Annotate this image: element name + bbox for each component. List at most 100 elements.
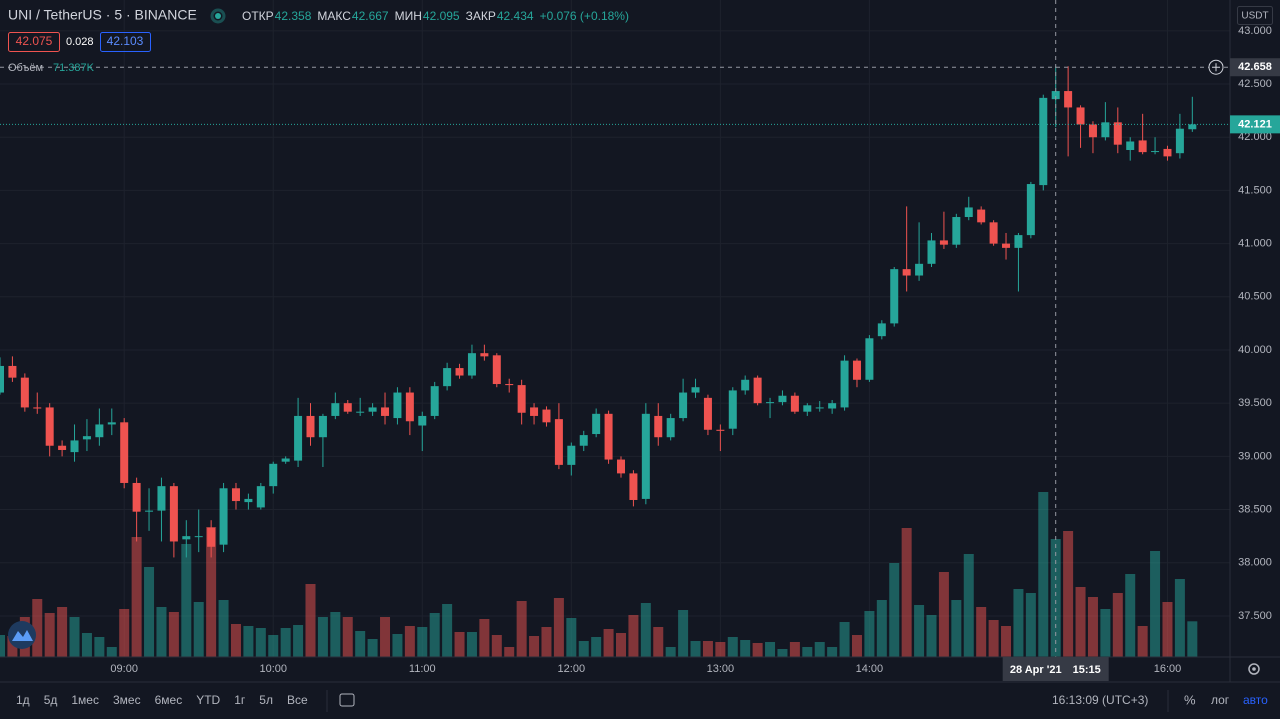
- candle-body: [778, 395, 787, 403]
- volume-bar: [144, 567, 155, 657]
- y-tick-label: 42.500: [1238, 78, 1272, 90]
- candle-body: [766, 402, 775, 404]
- volume-bar: [1075, 587, 1086, 657]
- log-toggle[interactable]: лог: [1211, 693, 1230, 707]
- candle-body: [902, 269, 911, 276]
- range-button[interactable]: 5д: [44, 693, 58, 707]
- candle-body: [803, 405, 812, 412]
- candle-body: [95, 424, 104, 438]
- candle-body: [579, 435, 588, 446]
- volume-bar: [330, 612, 341, 657]
- percent-toggle[interactable]: %: [1184, 692, 1196, 707]
- volume-bar: [628, 615, 639, 657]
- x-tick-label: 14:00: [856, 663, 884, 675]
- range-button[interactable]: 6мес: [155, 693, 183, 707]
- x-tick-label: 13:00: [707, 663, 735, 675]
- volume-bar: [1112, 593, 1123, 657]
- candle-body: [790, 395, 799, 412]
- volume-bar: [541, 627, 552, 657]
- candle-body: [1051, 91, 1060, 100]
- volume-bar: [1050, 539, 1061, 657]
- candle-body: [343, 403, 352, 412]
- candle-body: [654, 415, 663, 438]
- candle-body: [1175, 128, 1184, 154]
- y-tick-label: 39.000: [1238, 450, 1272, 462]
- volume-bar: [827, 647, 838, 657]
- candle-body: [852, 360, 861, 380]
- bid: 42.075: [16, 34, 53, 48]
- volume-bar: [305, 584, 316, 657]
- volume-bar: [131, 537, 142, 657]
- volume-bar: [106, 647, 117, 657]
- volume-bar: [640, 603, 651, 657]
- candle-body: [169, 486, 178, 542]
- candle-body: [381, 407, 390, 416]
- ask-box[interactable]: [100, 32, 151, 52]
- volume-bar: [255, 628, 266, 657]
- candle-body: [915, 263, 924, 276]
- volume-bar: [429, 613, 440, 657]
- volume-bar: [268, 635, 279, 657]
- status-dot-core: [215, 13, 221, 19]
- candle-body: [629, 473, 638, 500]
- range-button[interactable]: Все: [287, 693, 308, 707]
- range-button[interactable]: 1мес: [71, 693, 99, 707]
- ohlc-value: 42.095: [423, 9, 460, 23]
- compare-icon[interactable]: [339, 693, 355, 707]
- volume-bar: [0, 635, 5, 657]
- volume-bar: [876, 600, 887, 657]
- volume-bar: [702, 641, 713, 657]
- last-price-box: [1230, 115, 1280, 134]
- volume-bar: [1137, 626, 1148, 657]
- volume-bar: [7, 636, 18, 657]
- y-tick-label: 41.500: [1238, 184, 1272, 196]
- volume-bar: [578, 641, 589, 657]
- candle-body: [1076, 107, 1085, 125]
- volume-bar: [442, 604, 453, 657]
- volume-bar: [752, 643, 763, 657]
- range-button[interactable]: 5л: [259, 693, 273, 707]
- volume-bar: [988, 620, 999, 657]
- candle-body: [977, 209, 986, 223]
- range-button[interactable]: 1г: [234, 693, 246, 707]
- auto-toggle[interactable]: авто: [1243, 693, 1268, 707]
- overlays: [0, 0, 1230, 657]
- volume-bar: [1150, 551, 1161, 657]
- volume-bar: [280, 628, 291, 657]
- settings-icon[interactable]: [1248, 663, 1260, 675]
- symbol-title[interactable]: UNI / TetherUS · 5 · BINANCE: [8, 7, 197, 23]
- volume-bar: [1162, 602, 1173, 657]
- candle-body: [182, 536, 191, 540]
- volume-bar: [94, 637, 105, 657]
- candle-body: [430, 386, 439, 416]
- candle-body: [1113, 122, 1122, 145]
- candle-body: [890, 269, 899, 324]
- ohlc-value: 42.434: [497, 9, 534, 23]
- candle-body: [505, 384, 514, 386]
- range-button[interactable]: 1д: [16, 693, 30, 707]
- ohlc-legend: ОТКР 42.358 МАКС 42.667 МИН 42.095 ЗАКР 42.434: [242, 9, 534, 23]
- range-button[interactable]: YTD: [196, 693, 220, 707]
- volume-bar: [168, 612, 179, 657]
- logo[interactable]: [8, 621, 36, 649]
- volume-bar: [963, 554, 974, 657]
- volume-bar: [32, 599, 43, 657]
- volume-bar: [206, 527, 217, 657]
- volume-bar: [926, 615, 937, 657]
- volume-bar: [1025, 593, 1036, 657]
- candle-body: [877, 323, 886, 337]
- candle-body: [157, 486, 166, 511]
- volume-bar: [193, 602, 204, 657]
- candle-body: [1026, 184, 1035, 236]
- candle-body: [1163, 148, 1172, 157]
- change: +0.076 (+0.18%): [540, 9, 629, 23]
- candle-body: [728, 390, 737, 429]
- y-tick-label: 41.000: [1238, 238, 1272, 250]
- candle-body: [368, 407, 377, 412]
- x-tick-label: 10:00: [259, 663, 287, 675]
- candle-body: [1039, 97, 1048, 186]
- bid-box[interactable]: [8, 32, 60, 52]
- candle-body: [145, 510, 154, 512]
- currency-box[interactable]: [1237, 6, 1273, 25]
- range-button[interactable]: 3мес: [113, 693, 141, 707]
